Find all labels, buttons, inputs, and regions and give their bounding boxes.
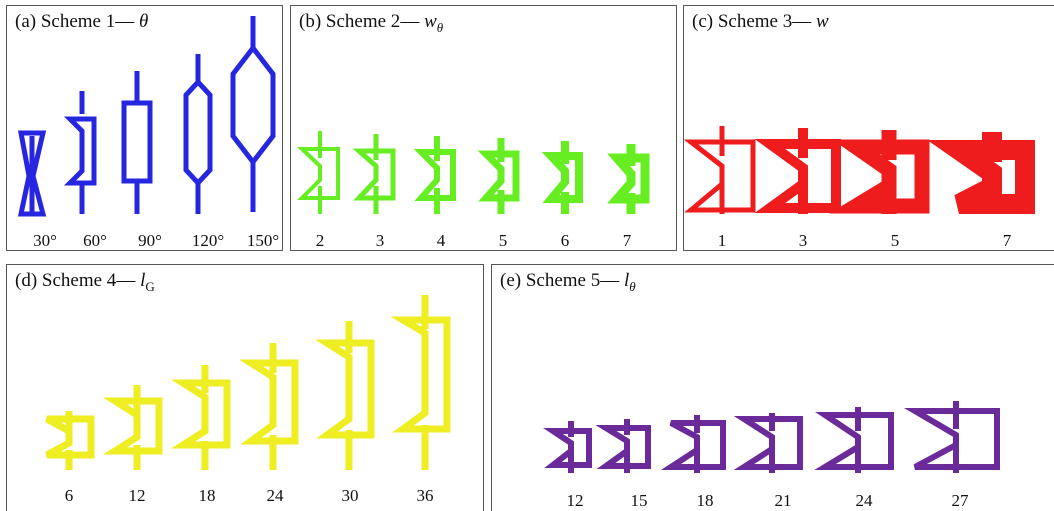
label-d-2: 18 — [199, 486, 216, 505]
cell-b-3 — [352, 134, 396, 214]
label-e-0: 12 — [567, 491, 584, 510]
cell-a-60 — [63, 91, 97, 214]
panel-e-cells: 12 15 18 21 24 27 — [543, 401, 1000, 510]
panel-a-title: (a) Scheme 1— θ — [15, 11, 149, 32]
cell-c-3 — [754, 128, 841, 214]
cell-d-36 — [390, 295, 451, 470]
label-d-3: 24 — [267, 486, 285, 505]
cell-a-30 — [17, 130, 47, 217]
cell-b-2 — [296, 131, 340, 214]
cell-e-21 — [733, 413, 803, 473]
cell-d-12 — [102, 385, 163, 470]
panel-a-cells: 30° 60° 90° 120° 150° — [17, 16, 279, 250]
panel-d-cells: 6 12 18 24 30 36 — [45, 295, 451, 505]
cell-e-12 — [543, 421, 592, 473]
cell-b-5 — [477, 138, 520, 214]
label-c-0: 1 — [718, 231, 727, 250]
label-b-1: 3 — [376, 231, 385, 250]
label-b-3: 5 — [499, 231, 508, 250]
cell-a-150 — [230, 16, 276, 212]
label-a-1: 60° — [83, 231, 107, 250]
label-b-4: 6 — [561, 231, 570, 250]
panel-c-title: (c) Scheme 3— w — [692, 11, 829, 32]
panel-b-cells: 2 3 4 5 6 7 — [296, 131, 650, 250]
label-b-2: 4 — [437, 231, 446, 250]
label-d-1: 12 — [129, 486, 146, 505]
label-e-5: 27 — [952, 491, 970, 510]
panel-e-title: (e) Scheme 5— lθ — [500, 270, 636, 294]
label-d-5: 36 — [417, 486, 434, 505]
label-e-2: 18 — [697, 491, 714, 510]
label-b-5: 7 — [623, 231, 632, 250]
label-e-1: 15 — [631, 491, 648, 510]
label-a-4: 150° — [247, 231, 279, 250]
cell-c-1 — [684, 126, 756, 214]
panel-e: (e) Scheme 5— lθ — [491, 264, 1054, 511]
panel-b: (b) Scheme 2— wθ — [290, 5, 677, 251]
label-d-4: 30 — [342, 486, 359, 505]
cell-d-18 — [170, 365, 231, 470]
label-c-3: 7 — [1003, 231, 1012, 250]
cell-d-24 — [238, 343, 299, 470]
panel-d: (d) Scheme 4— lG — [6, 264, 484, 511]
label-b-0: 2 — [316, 231, 325, 250]
cell-b-6 — [541, 141, 583, 214]
cell-a-90 — [121, 71, 153, 214]
panel-d-title: (d) Scheme 4— lG — [15, 270, 155, 294]
panel-c-cells: 1 3 5 7 — [684, 126, 1035, 250]
cell-e-24 — [814, 407, 894, 473]
cell-a-120 — [183, 54, 213, 214]
cell-b-4 — [413, 136, 456, 214]
label-e-3: 21 — [775, 491, 792, 510]
cell-d-6 — [45, 411, 95, 470]
cell-d-30 — [314, 321, 375, 470]
panel-b-title: (b) Scheme 2— wθ — [299, 11, 444, 35]
panel-a: (a) Scheme 1— θ — [6, 5, 283, 251]
cell-e-18 — [660, 415, 726, 473]
label-d-0: 6 — [65, 486, 74, 505]
label-c-2: 5 — [891, 231, 900, 250]
label-c-1: 3 — [799, 231, 808, 250]
cell-e-15 — [595, 419, 651, 473]
label-e-4: 24 — [856, 491, 874, 510]
label-a-0: 30° — [33, 231, 57, 250]
cell-e-27 — [903, 401, 1000, 473]
label-a-3: 120° — [192, 231, 224, 250]
cell-c-5 — [829, 130, 930, 214]
cell-b-7 — [607, 144, 650, 214]
cell-c-7 — [927, 132, 1035, 214]
label-a-2: 90° — [138, 231, 162, 250]
panel-c: (c) Scheme 3— w — [683, 5, 1054, 251]
